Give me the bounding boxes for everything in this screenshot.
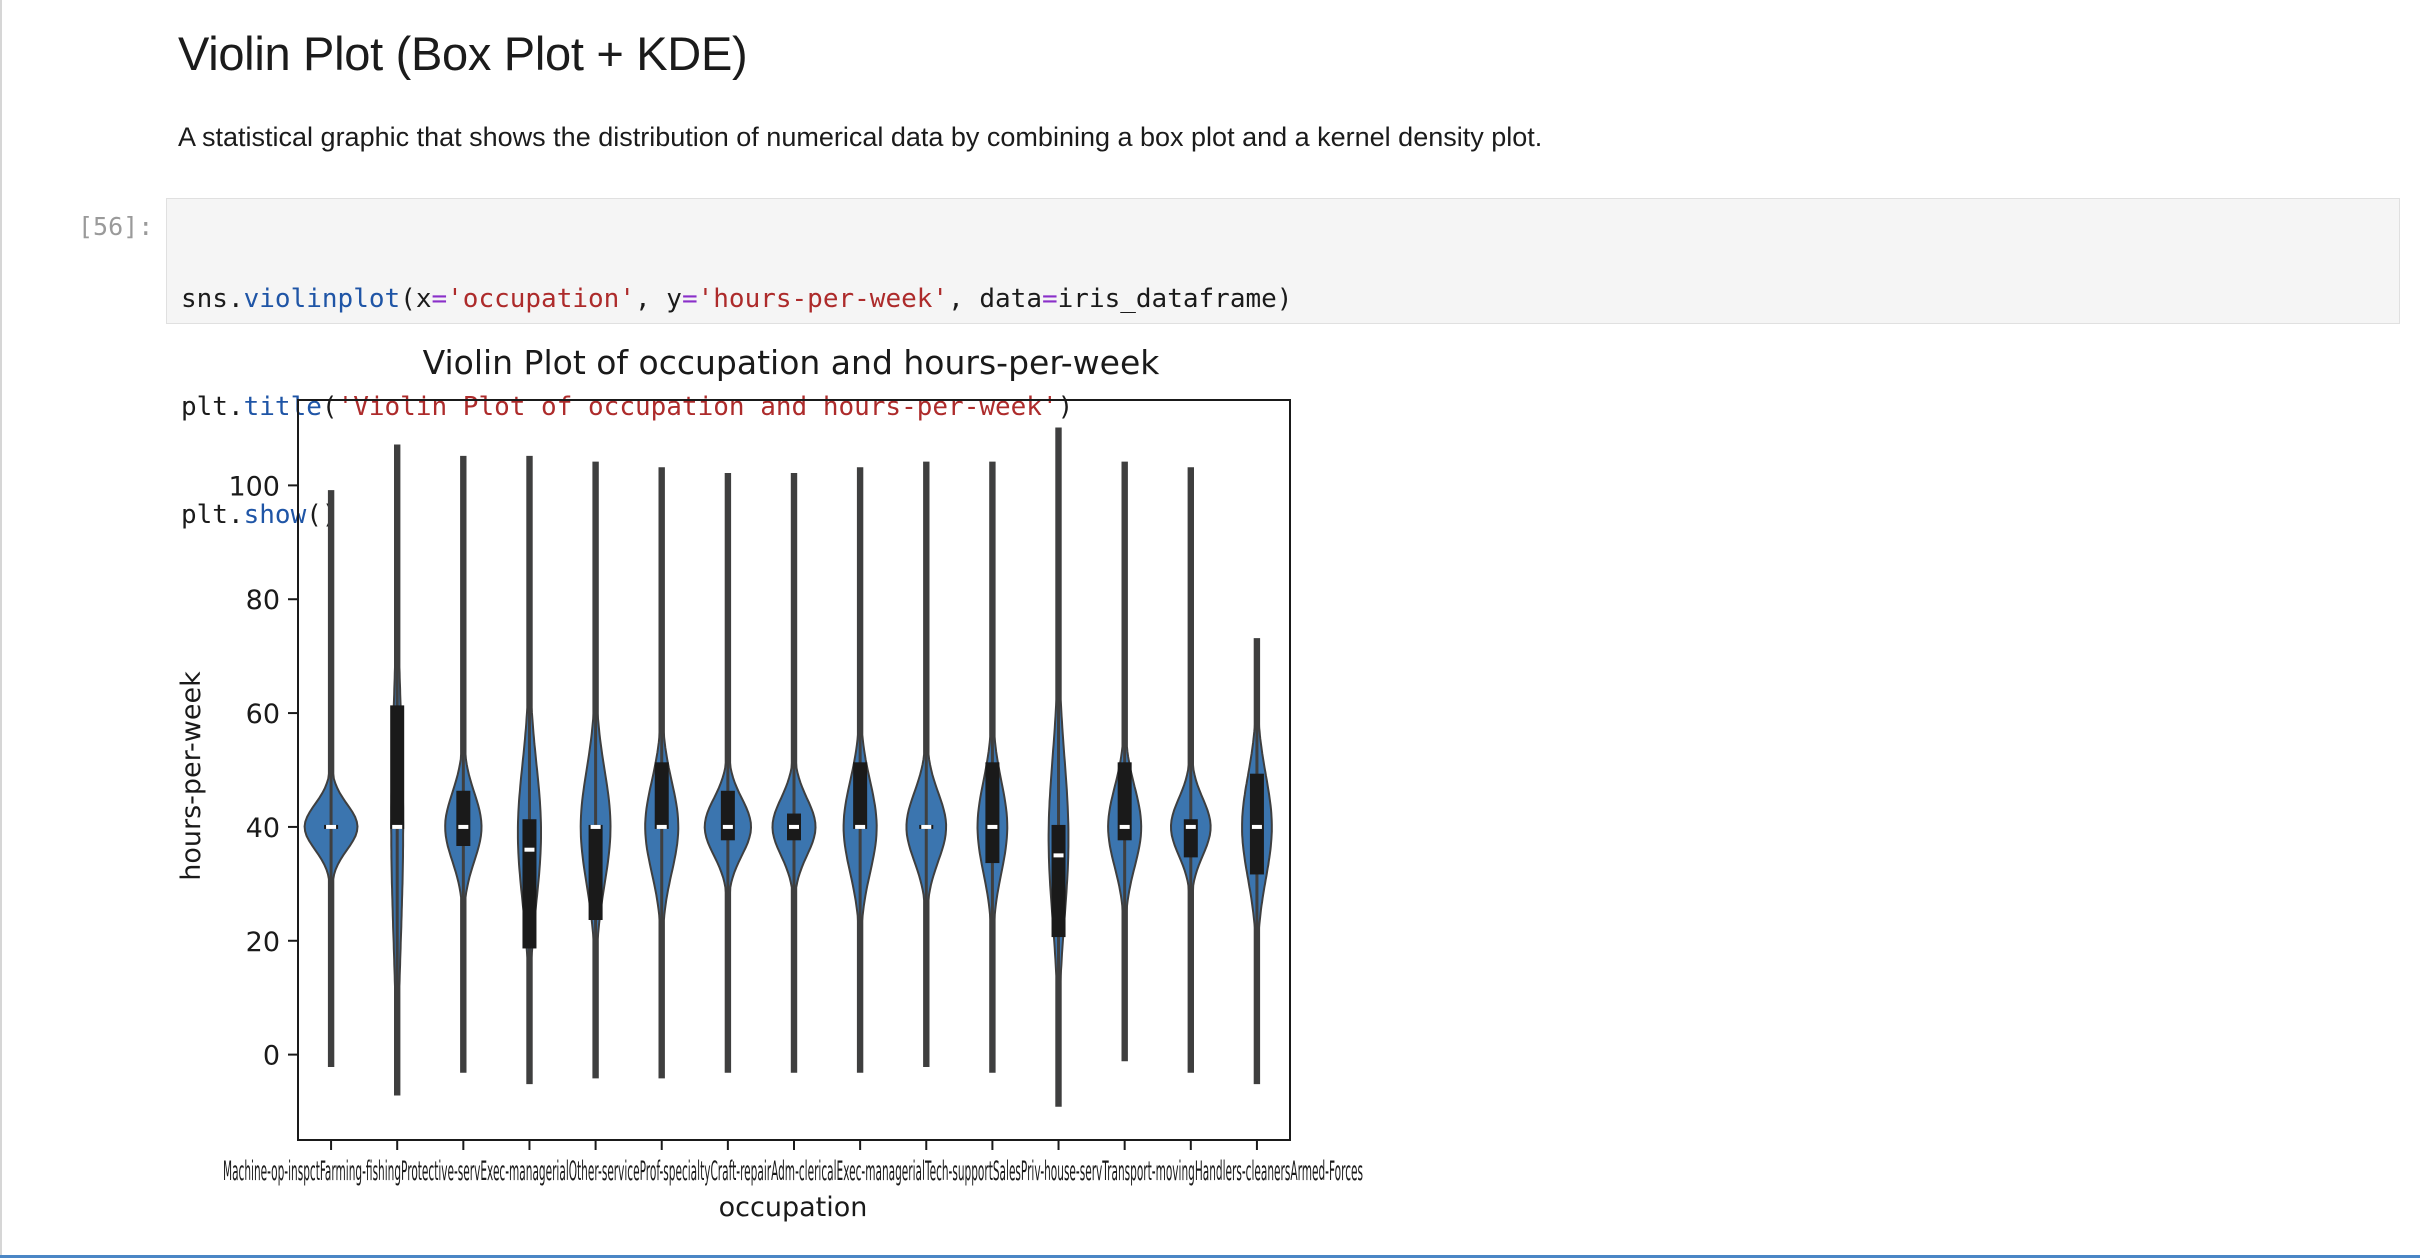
- violin-median: [722, 824, 733, 829]
- y-tick-label: 40: [246, 813, 280, 844]
- y-tick-label: 80: [246, 585, 280, 616]
- violin-median: [855, 824, 866, 829]
- violin-box: [853, 762, 868, 829]
- violin-median: [590, 824, 601, 829]
- cell-selection-bar: [0, 1255, 2420, 1258]
- code-line-1[interactable]: sns.violinplot(x='occupation', y='hours-…: [181, 284, 1293, 314]
- violin-series: [303, 427, 1273, 1107]
- violin-box: [1117, 762, 1132, 841]
- violin-median: [656, 824, 667, 829]
- violin-median: [1119, 824, 1130, 829]
- y-tick-label: 60: [246, 699, 280, 730]
- violin-median: [392, 824, 403, 829]
- x-axis: [330, 1140, 1258, 1150]
- violin-box: [1249, 773, 1264, 875]
- violin-median: [921, 824, 932, 829]
- y-tick-label: 20: [246, 927, 280, 958]
- code-cell-editor[interactable]: sns.violinplot(x='occupation', y='hours-…: [166, 198, 2400, 530]
- notebook-left-border: [0, 0, 2, 1258]
- violin-median: [524, 847, 535, 852]
- violin-median: [1185, 824, 1196, 829]
- y-tick-label: 100: [228, 471, 280, 502]
- violin-box: [522, 819, 537, 949]
- violin-box: [588, 824, 603, 920]
- violin-median: [789, 824, 799, 829]
- y-axis-label: hours-per-week: [176, 671, 207, 881]
- code-line-3[interactable]: plt.show(): [181, 500, 338, 530]
- violin-box: [456, 790, 471, 846]
- violin-median: [987, 824, 998, 829]
- violin-plot-svg: Violin Plot of occupation and hours-per-…: [176, 343, 1363, 1223]
- violin-median: [1251, 824, 1262, 829]
- y-tick-label: 0: [263, 1041, 280, 1072]
- code-line-2[interactable]: plt.title('Violin Plot of occupation and…: [181, 392, 1074, 422]
- violin-plot-output: Violin Plot of occupation and hours-per-…: [166, 340, 1366, 1240]
- violin-median: [326, 824, 337, 829]
- markdown-heading: Violin Plot (Box Plot + KDE): [178, 27, 748, 80]
- violin-box: [654, 762, 669, 829]
- violin-box: [985, 762, 1000, 864]
- x-tick-labels: Machine-op-inspctFarming-fishingProtecti…: [223, 1156, 1363, 1187]
- markdown-paragraph: A statistical graphic that shows the dis…: [178, 122, 1543, 152]
- violin-box: [1051, 824, 1066, 938]
- y-axis: 0 20 40 60 80 100: [228, 471, 298, 1072]
- x-axis-label: occupation: [719, 1192, 868, 1223]
- violin-box: [390, 705, 405, 829]
- violin-box: [720, 790, 735, 841]
- violin-median: [458, 824, 469, 829]
- chart-title: Violin Plot of occupation and hours-per-…: [423, 343, 1161, 382]
- violin-median: [1053, 853, 1064, 858]
- cell-prompt: [56]:: [78, 212, 154, 241]
